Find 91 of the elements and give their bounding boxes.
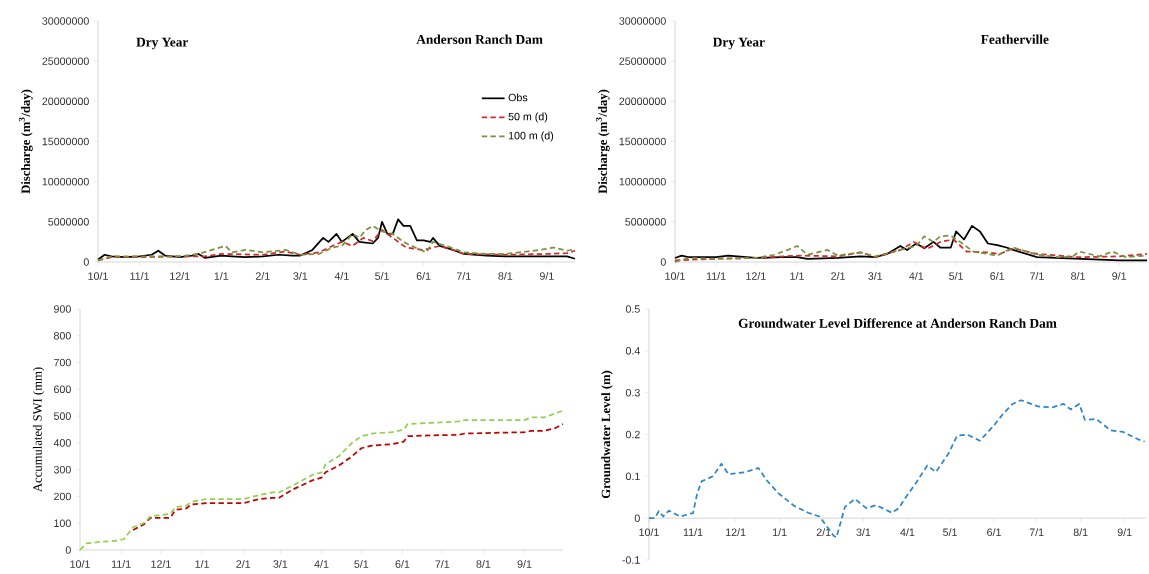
y-tick-label: 25000000 <box>42 57 89 65</box>
x-tick-label: 3/1 <box>273 560 288 568</box>
x-tick-label: 6/1 <box>416 272 431 280</box>
legend-label: 50 m (d) <box>508 112 548 123</box>
y-tick-label: 0 <box>65 546 71 554</box>
x-tick-label: 6/1 <box>395 560 410 568</box>
y-tick-label: 15000000 <box>619 137 666 146</box>
x-tick-label: 8/1 <box>476 560 491 568</box>
y-tick-label: 0 <box>83 258 89 266</box>
y-tick-label: 30000000 <box>42 17 89 25</box>
x-tick-label: 5/1 <box>943 528 957 537</box>
x-tick-label: 10/1 <box>665 272 685 280</box>
x-tick-label: 11/1 <box>706 272 726 280</box>
y-tick-label: -0.1 <box>622 556 640 564</box>
x-tick-label: 1/1 <box>195 560 209 568</box>
y-tick-label: 100 <box>54 519 71 527</box>
y-tick-label: 0.4 <box>625 347 640 355</box>
x-tick-label: 2/1 <box>816 528 831 537</box>
x-tick-label: 4/1 <box>900 528 915 537</box>
x-tick-label: 4/1 <box>314 560 329 568</box>
x-tick-label: 6/1 <box>990 272 1005 280</box>
x-tick-label: 10/1 <box>88 272 108 280</box>
x-tick-label: 2/1 <box>255 272 270 280</box>
y-tick-label: 0 <box>634 514 640 522</box>
x-tick-label: 12/1 <box>726 528 746 537</box>
x-tick-label: 4/1 <box>334 272 349 280</box>
x-tick-label: 2/1 <box>831 272 845 280</box>
x-tick-label: 3/1 <box>868 272 883 280</box>
y-tick-label: 20000000 <box>619 97 666 106</box>
y-tick-label: 25000000 <box>619 57 666 65</box>
x-tick-label: 8/1 <box>1073 528 1088 537</box>
x-tick-label: 9/1 <box>517 560 532 568</box>
y-tick-label: 15000000 <box>42 137 89 146</box>
text: Anderson Ranch Dam <box>416 34 543 44</box>
x-tick-label: 5/1 <box>354 560 369 568</box>
x-tick-label: 8/1 <box>1071 272 1085 280</box>
x-tick-label: 12/1 <box>170 272 190 280</box>
legend-label: 100 m (d) <box>508 131 554 142</box>
x-tick-label: 11/1 <box>111 560 131 568</box>
x-tick-label: 4/1 <box>909 272 924 280</box>
x-tick-label: 7/1 <box>1030 272 1044 280</box>
y-axis-title: Discharge (m$^{3}$/day) <box>18 89 33 194</box>
x-tick-label: 3/1 <box>293 272 308 280</box>
x-tick-label: 12/1 <box>746 272 766 280</box>
y-tick-label: 0 <box>660 258 666 266</box>
text: Groundwater Level Difference at Anderson Ranch Dam <box>738 318 1057 328</box>
x-tick-label: 11/1 <box>130 272 150 280</box>
y-axis-title: Discharge (m$^{3}$/day) <box>595 89 610 194</box>
x-tick-label: 1/1 <box>773 528 787 537</box>
y-axis-title: Groundwater Level (m) <box>601 370 613 499</box>
x-tick-label: 7/1 <box>1029 528 1044 537</box>
y-axis-title: Accumulated SWI (mm) <box>32 367 45 492</box>
y-tick-label: 5000000 <box>625 218 666 226</box>
x-tick-label: 2/1 <box>236 560 251 568</box>
y-tick-label: 5000000 <box>48 218 89 226</box>
y-tick-label: 10000000 <box>42 177 89 186</box>
x-tick-label: 9/1 <box>539 272 554 280</box>
x-tick-label: 8/1 <box>498 272 513 280</box>
y-tick-label: 300 <box>53 465 71 474</box>
y-tick-label: 900 <box>54 305 71 313</box>
annotation: Dry Year <box>712 37 765 50</box>
y-tick-label: 800 <box>53 332 71 340</box>
x-tick-label: 5/1 <box>949 272 963 280</box>
y-tick-label: 600 <box>54 385 71 394</box>
y-tick-label: 0.2 <box>625 430 640 439</box>
x-tick-label: 3/1 <box>856 528 871 537</box>
x-tick-label: 9/1 <box>1112 272 1127 280</box>
y-tick-label: 0.3 <box>625 388 640 397</box>
x-tick-label: 10/1 <box>70 560 90 568</box>
y-tick-label: 700 <box>54 358 71 367</box>
annotation: Dry Year <box>136 37 189 50</box>
x-tick-label: 1/1 <box>790 272 804 280</box>
x-tick-label: 10/1 <box>639 528 659 537</box>
y-tick-label: 0.5 <box>625 305 640 313</box>
text: Featherville <box>981 34 1049 44</box>
x-tick-label: 9/1 <box>1117 528 1132 537</box>
legend-label: Obs <box>508 93 528 102</box>
x-tick-label: 11/1 <box>683 528 703 537</box>
y-tick-label: 200 <box>54 492 71 501</box>
y-tick-label: 500 <box>53 412 71 420</box>
y-tick-label: 0.1 <box>625 472 640 481</box>
y-tick-label: 30000000 <box>619 17 666 25</box>
y-tick-label: 400 <box>53 439 71 447</box>
x-tick-label: 5/1 <box>375 272 389 280</box>
x-tick-label: 1/1 <box>214 272 229 280</box>
x-tick-label: 6/1 <box>987 528 1001 537</box>
x-tick-label: 7/1 <box>435 560 450 568</box>
y-tick-label: 10000000 <box>619 177 666 186</box>
y-tick-label: 20000000 <box>42 97 89 106</box>
x-tick-label: 12/1 <box>151 560 171 568</box>
x-tick-label: 7/1 <box>456 272 471 280</box>
